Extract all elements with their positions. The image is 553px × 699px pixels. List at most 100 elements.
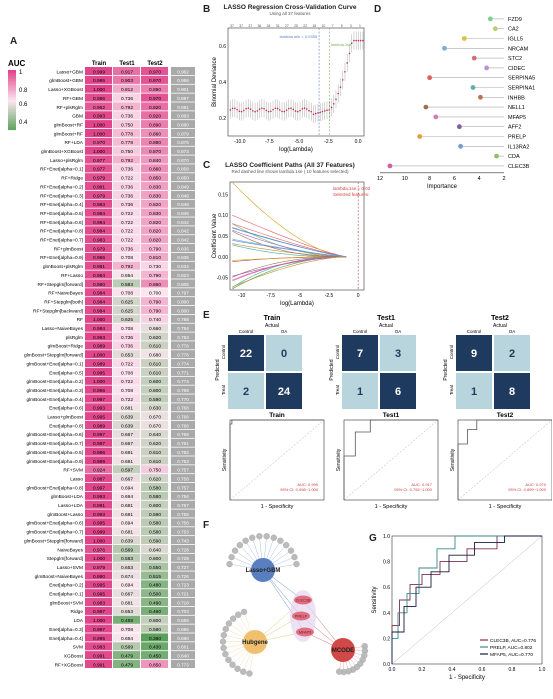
importance-dot: [417, 134, 422, 139]
shared-gene-label: PRELP: [295, 615, 308, 619]
heatmap-cell-value: 0.722: [121, 379, 133, 385]
heatmap-cell-value: 0.736: [121, 344, 133, 350]
mean-auc-value: 0.848: [177, 193, 189, 198]
cv-feature-count: 37: [239, 24, 243, 28]
mean-auc-value: 0.879: [177, 131, 189, 136]
heatmap-cell-value: 0.708: [121, 388, 133, 394]
auc-legend-gradient-step: [8, 88, 16, 90]
importance-dot: [488, 17, 493, 22]
row-model-name: Enet[alpha=0.3]: [49, 627, 83, 633]
cv-point: [313, 113, 315, 115]
coef-path-subtitle: Red dashed line shows lambda.1se ( 10 fe…: [210, 169, 370, 174]
heatmap-cell-value: 0.997: [93, 441, 105, 447]
mean-auc-value: 0.835: [177, 255, 189, 260]
cv-point: [279, 109, 281, 111]
coef-x-label: log(Lambda): [280, 301, 314, 307]
heatmap-cell-value: 0.600: [149, 556, 161, 562]
heatmap-cell-value: 0.790: [149, 299, 161, 305]
matrix-actual-label: Actual: [265, 323, 279, 329]
mean-auc-value: 0.842: [177, 229, 189, 234]
coef-y-tick: -0.05: [217, 276, 229, 282]
network-gene-node: [232, 548, 238, 554]
feature-name: NELL1: [508, 105, 525, 111]
heatmap-cell-value: 0.590: [149, 397, 161, 403]
heatmap-cell-value: 0.722: [121, 397, 133, 403]
feature-name: IL13RA2: [508, 144, 529, 150]
cv-point: [346, 62, 348, 64]
cv-point: [297, 111, 299, 113]
network-gene-node: [283, 542, 289, 548]
heatmap-cell-value: 0.820: [149, 238, 161, 244]
mean-auc-value: 0.721: [177, 592, 189, 597]
cv-feature-count: 7: [332, 24, 334, 28]
row-model-name: RF+Stepglm[forward]: [38, 282, 83, 288]
row-model-name: RF+NaiveBayes: [48, 291, 83, 297]
mean-auc-value: 0.835: [177, 246, 189, 251]
mean-auc-value: 0.727: [177, 565, 189, 570]
mean-auc-value: 0.763: [177, 459, 189, 464]
gene-roc-legend-label: MFAP5, AUC=0.770: [490, 652, 533, 658]
feature-name: CIDEC: [508, 66, 525, 72]
matrix-cell-value: 7: [357, 348, 363, 360]
auc-legend-gradient-step: [8, 73, 16, 75]
cv-point: [324, 110, 326, 112]
heatmap-cell-value: 0.999: [93, 530, 105, 536]
importance-dot: [462, 36, 467, 41]
cv-x-tick: 0.0: [355, 139, 362, 145]
network-gene-node: [277, 538, 283, 544]
importance-x-tick: 6: [453, 176, 456, 182]
mean-auc-value: 0.880: [177, 122, 189, 127]
network-gene-node: [243, 538, 249, 544]
auc-legend-gradient-step: [8, 106, 16, 108]
coef-y-label: Coefficient Value: [212, 213, 218, 258]
mean-auc-value: 0.800: [177, 299, 189, 304]
row-model-name: glmBoost+Enet[alpha=0.8]: [26, 485, 83, 491]
heatmap-cell-value: 0.999: [93, 459, 105, 465]
cv-point: [290, 107, 292, 109]
matrix-row-label: Control: [221, 345, 226, 360]
network-gene-node: [288, 548, 294, 554]
heatmap-cell-value: 0.860: [149, 131, 161, 137]
heatmap-cell-value: 0.989: [93, 344, 105, 350]
roc-y-label: Sensitivity: [450, 448, 456, 471]
gene-roc-x-tick: 0.4: [449, 667, 456, 673]
row-model-name: glmBoost+Stepglm[forward]: [24, 538, 83, 544]
heatmap-cell-value: 0.830: [149, 184, 161, 190]
roc-x-label: 1 - Specificity: [375, 504, 408, 510]
matrix-cell-value: 24: [278, 386, 291, 398]
gene-roc-x-tick: 0.2: [419, 667, 426, 673]
matrix-col-label: OA: [509, 329, 516, 334]
mean-auc-value: 0.901: [177, 87, 189, 92]
heatmap-cell-value: 0.500: [149, 592, 161, 598]
matrix-predicted-label: Predicted: [443, 359, 449, 380]
heatmap-cell-value: 1.000: [93, 556, 105, 562]
heatmap-cell-value: 0.590: [149, 538, 161, 544]
heatmap-cell-value: 0.750: [121, 122, 133, 128]
cv-point: [277, 108, 279, 110]
matrix-actual-label: Actual: [493, 323, 507, 329]
mean-auc-value: 0.876: [177, 140, 189, 145]
heatmap-cell-value: 0.722: [121, 211, 133, 217]
heatmap-cell-value: 0.989: [93, 423, 105, 429]
row-model-name: glmBoost+Enet[alpha=0.7]: [26, 530, 83, 536]
network-gene-node: [240, 669, 246, 675]
cv-point: [263, 108, 265, 110]
cv-x-tick: -10.0: [234, 139, 246, 145]
heatmap-cell-value: 0.991: [93, 653, 105, 659]
heatmap-cell-value: 0.778: [121, 140, 133, 146]
mean-auc-value: 0.755: [177, 512, 189, 517]
heatmap-cell-value: 0.984: [93, 229, 105, 235]
cv-feature-count: 31: [276, 24, 280, 28]
gene-roc-legend-label: PRELP, AUC=0.802: [490, 645, 533, 651]
auc-legend-gradient-step: [8, 120, 16, 122]
matrix-predicted-label: Predicted: [329, 359, 335, 380]
auc-legend-gradient-step: [8, 72, 16, 74]
matrix-title: Test2: [491, 315, 509, 322]
heatmap-cell-value: 0.984: [93, 273, 105, 279]
cv-point: [360, 40, 362, 42]
auc-legend-gradient-step: [8, 76, 16, 78]
importance-dot: [433, 115, 438, 120]
heatmap-cell-value: 0.792: [121, 105, 133, 111]
row-model-name: glmBoost+RF: [54, 122, 83, 128]
